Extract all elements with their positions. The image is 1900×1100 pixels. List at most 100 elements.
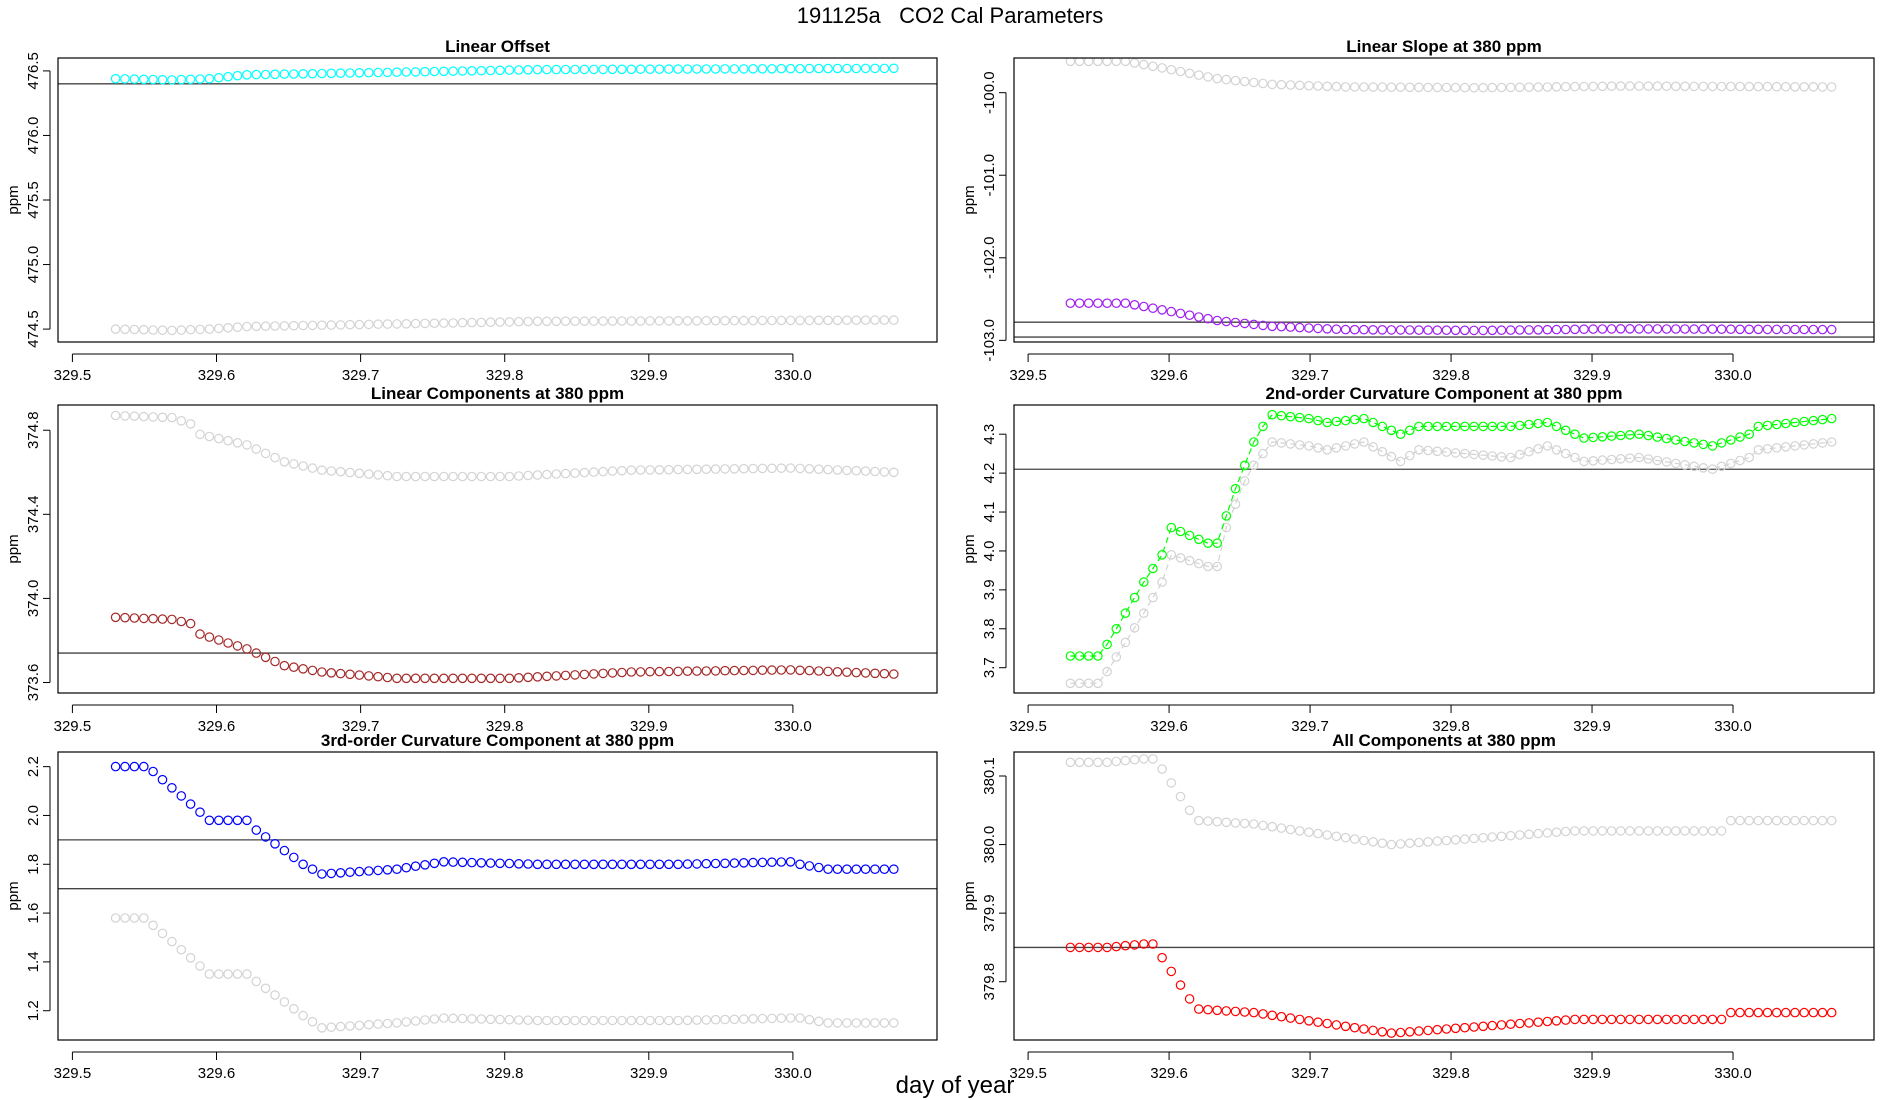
data-point [1515, 82, 1525, 93]
data-point [1276, 1011, 1287, 1022]
data-point [682, 666, 693, 676]
data-point [588, 859, 599, 870]
data-point [232, 437, 243, 448]
data-point [542, 859, 552, 870]
data-point [645, 859, 655, 870]
data-point [1285, 411, 1296, 422]
data-point [448, 66, 458, 76]
data-point [157, 74, 168, 85]
data-point [1597, 455, 1608, 465]
data-point [813, 666, 824, 676]
data-point [1267, 79, 1277, 90]
data-point [860, 63, 871, 74]
data-point [1671, 81, 1681, 92]
data-point [551, 316, 562, 327]
data-point [1093, 298, 1103, 308]
data-point [1120, 58, 1131, 67]
data-point [185, 799, 196, 809]
data-point [1634, 324, 1644, 334]
x-tick-label: 329.6 [1150, 367, 1188, 384]
data-point [748, 64, 758, 74]
data-point [1083, 298, 1094, 308]
data-point [1762, 1007, 1773, 1018]
x-tick-label: 329.9 [630, 1065, 668, 1082]
data-point [748, 665, 758, 676]
data-point [438, 1013, 449, 1023]
data-point [242, 644, 252, 654]
data-point [438, 318, 449, 328]
data-point [288, 459, 299, 469]
data-point [1606, 826, 1617, 836]
y-tick-label: 1.6 [25, 903, 42, 924]
data-point [1799, 82, 1809, 92]
data-point [757, 857, 768, 868]
data-point [626, 1015, 637, 1026]
data-point [1597, 81, 1608, 92]
data-point [307, 320, 318, 331]
data-point [701, 64, 712, 74]
data-point [1588, 455, 1598, 466]
panel-4: 2nd-order Curvature Component at 380 ppm… [961, 384, 1875, 735]
data-point [654, 859, 665, 870]
data-point [1423, 445, 1433, 456]
data-point [1570, 324, 1580, 335]
data-point [588, 467, 599, 477]
data-point [1450, 421, 1461, 432]
x-tick-label: 329.6 [198, 718, 236, 735]
y-tick-label: 379.9 [981, 894, 998, 932]
data-point [1377, 82, 1388, 92]
data-point [467, 673, 477, 684]
data-point [1496, 82, 1507, 93]
y-tick-label: 4.3 [981, 424, 998, 445]
data-point [710, 1014, 721, 1025]
data-point [570, 859, 580, 870]
data-point [1359, 82, 1369, 92]
data-point [176, 74, 187, 85]
data-point [1166, 522, 1177, 533]
data-point [420, 673, 430, 684]
data-point [1588, 1014, 1598, 1025]
data-point [1340, 1021, 1351, 1032]
data-point [617, 667, 627, 678]
data-point [1093, 678, 1103, 689]
data-point [438, 66, 449, 77]
data-point [795, 463, 805, 474]
data-point [1450, 1023, 1461, 1034]
series-current [1065, 939, 1837, 1038]
data-point [345, 867, 355, 877]
data-point [1487, 82, 1498, 93]
data-point [157, 325, 168, 335]
data-point [663, 64, 674, 74]
y-tick-label: 380.0 [981, 826, 998, 864]
data-point [1111, 652, 1122, 662]
data-point [738, 315, 749, 326]
data-point [598, 859, 608, 870]
data-point [1726, 1007, 1736, 1018]
data-point [438, 471, 449, 482]
data-point [645, 465, 655, 475]
data-point [1588, 81, 1598, 92]
panel-title: 2nd-order Curvature Component at 380 ppm [1265, 384, 1622, 403]
figure-title-text: CO2 Cal Parameters [899, 3, 1104, 28]
data-point [513, 65, 524, 75]
data-point [1111, 58, 1122, 67]
data-point [1469, 82, 1479, 93]
data-point [1212, 538, 1222, 548]
data-point [1744, 324, 1754, 335]
data-point [1414, 421, 1424, 432]
data-point [1230, 1006, 1241, 1017]
data-point [401, 1017, 412, 1027]
data-point [1533, 443, 1543, 454]
data-point [617, 859, 627, 870]
data-point [879, 668, 890, 679]
data-point [363, 67, 374, 78]
data-point [495, 471, 505, 482]
data-point [1753, 421, 1764, 432]
data-point [1175, 791, 1186, 802]
data-point [1689, 461, 1699, 472]
data-point [242, 321, 252, 332]
data-point [204, 815, 215, 826]
panel-3: Linear Components at 380 ppm ppm 329.5 329.… [5, 384, 938, 735]
data-point [776, 665, 787, 675]
data-point [1487, 421, 1498, 432]
